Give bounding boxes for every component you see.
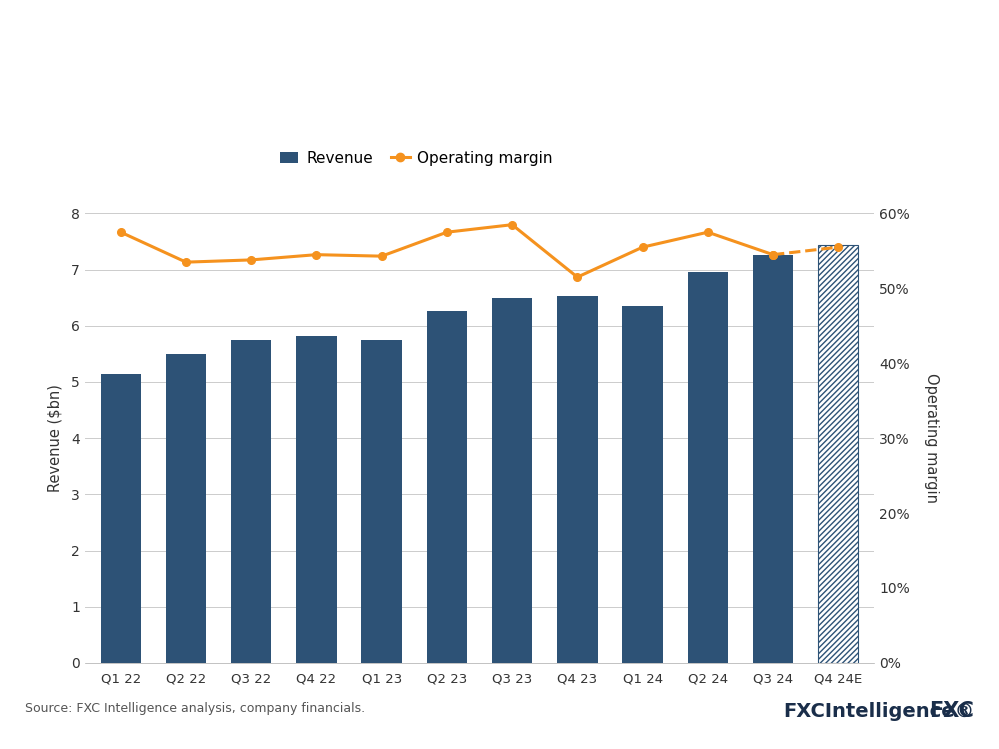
- Bar: [231, 340, 272, 663]
- Bar: [362, 340, 402, 663]
- Bar: [427, 311, 468, 663]
- Text: FXC: FXC: [929, 700, 974, 721]
- Bar: [818, 245, 858, 663]
- Y-axis label: Revenue ($bn): Revenue ($bn): [48, 384, 63, 492]
- Text: Mastercard net revenue and operating margin, Q1 22-Q3 24 and Q4 24E: Mastercard net revenue and operating mar…: [25, 110, 609, 126]
- Text: Mastercard expects low-teens growth to continue into Q4 2024: Mastercard expects low-teens growth to c…: [25, 38, 889, 62]
- Bar: [557, 296, 597, 663]
- Y-axis label: Operating margin: Operating margin: [924, 373, 939, 503]
- Bar: [166, 354, 206, 663]
- Bar: [622, 306, 662, 663]
- Bar: [753, 255, 793, 663]
- Bar: [492, 298, 532, 663]
- Text: Source: FXC Intelligence analysis, company financials.: Source: FXC Intelligence analysis, compa…: [25, 703, 365, 715]
- Legend: Revenue, Operating margin: Revenue, Operating margin: [274, 145, 558, 172]
- Text: FXCIntelligence®: FXCIntelligence®: [783, 702, 974, 721]
- Bar: [297, 336, 337, 663]
- Text: FXCIntelligence®: FXCIntelligence®: [783, 702, 974, 721]
- Bar: [687, 272, 728, 663]
- Bar: [101, 374, 141, 663]
